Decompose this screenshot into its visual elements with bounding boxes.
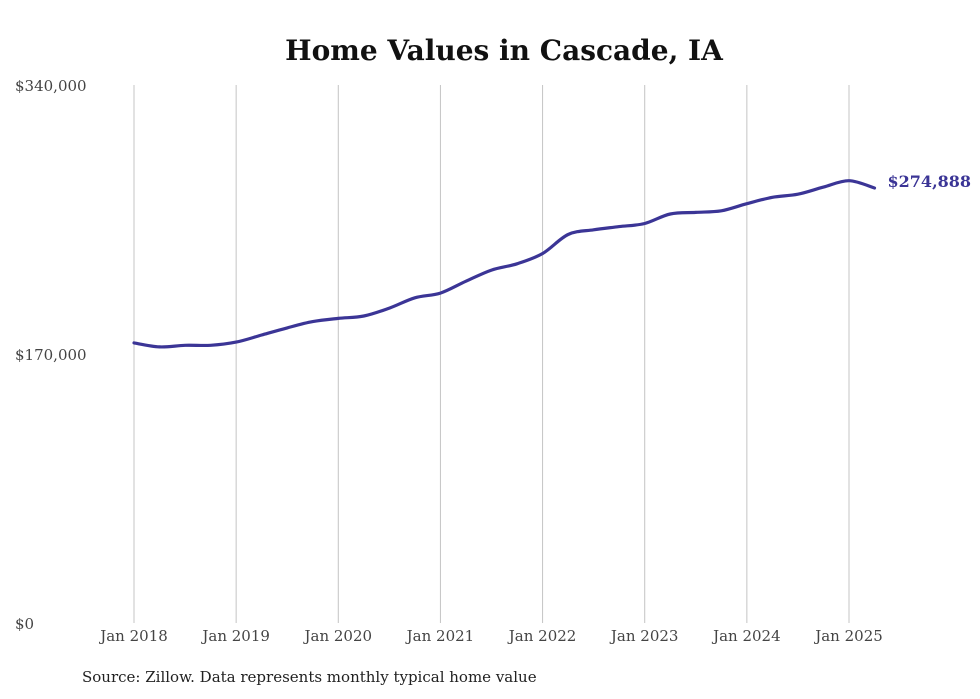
x-tick-label: Jan 2025: [813, 627, 883, 645]
x-axis-ticks: Jan 2018 Jan 2019 Jan 2020 Jan 2021 Jan 2022…: [98, 627, 883, 645]
grid-layer: [133, 85, 850, 623]
x-tick-label: Jan 2022: [507, 627, 577, 645]
chart-title: Home Values in Cascade, IA: [285, 34, 724, 67]
y-axis-ticks: $340,000 $170,000 $0: [15, 77, 87, 633]
series-line: [132, 179, 877, 349]
x-tick-label: Jan 2024: [711, 627, 781, 645]
y-tick-label: $340,000: [15, 77, 87, 95]
series-layer: $274,888: [132, 172, 972, 349]
source-note: Source: Zillow. Data represents monthly …: [82, 668, 537, 686]
x-tick-label: Jan 2021: [405, 627, 475, 645]
x-tick-label: Jan 2020: [303, 627, 373, 645]
x-tick-label: Jan 2023: [609, 627, 679, 645]
y-tick-label: $0: [15, 615, 34, 633]
x-tick-label: Jan 2018: [98, 627, 168, 645]
x-tick-label: Jan 2019: [200, 627, 270, 645]
y-tick-label: $170,000: [15, 346, 87, 364]
end-value-label: $274,888: [888, 172, 972, 191]
